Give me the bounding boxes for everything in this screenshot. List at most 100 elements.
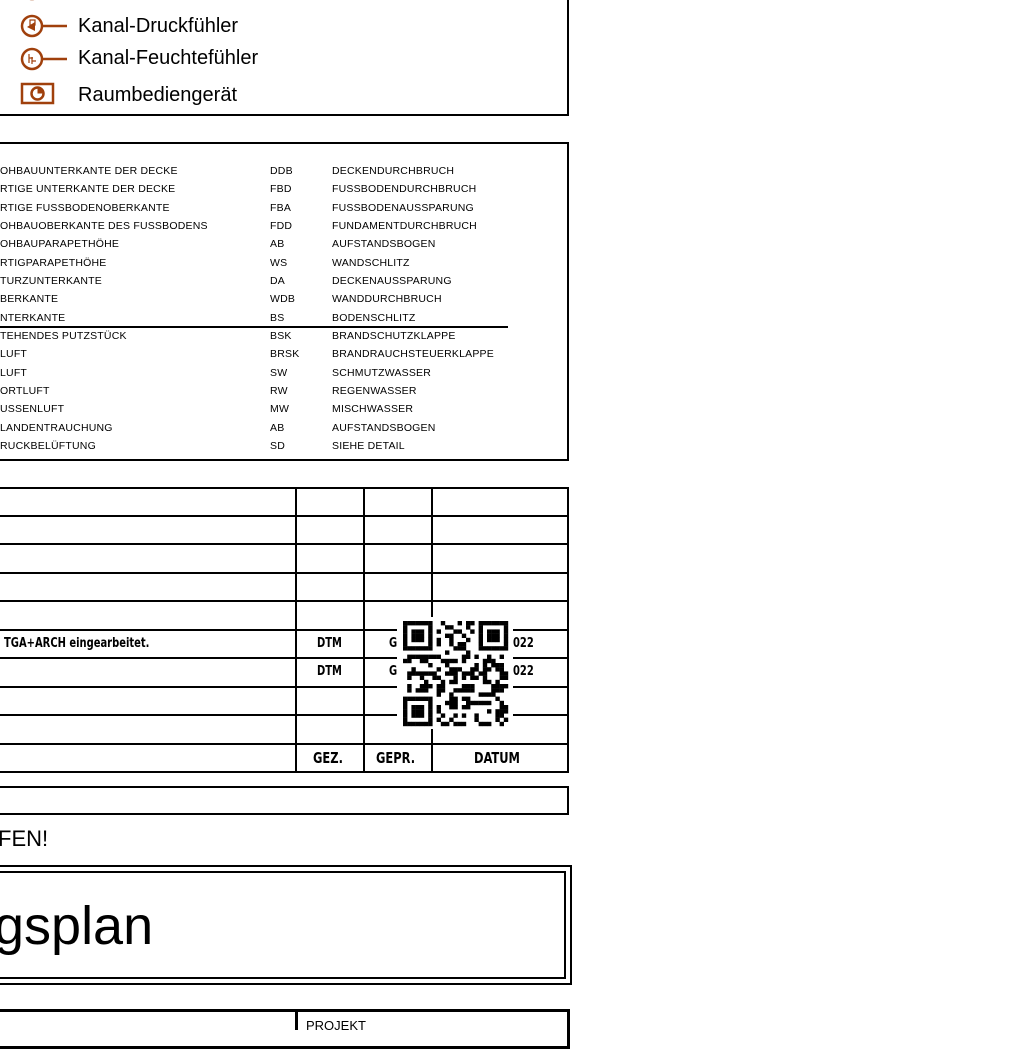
qr-module [470, 629, 475, 634]
qr-module [461, 633, 467, 638]
qr-module [461, 658, 467, 664]
qr-module [470, 621, 475, 626]
qr-module [428, 713, 433, 718]
qr-module [449, 637, 454, 643]
qr-module [474, 700, 479, 706]
abbreviation-code: FBA [270, 201, 292, 214]
qr-module [445, 633, 450, 638]
qr-module [445, 663, 450, 668]
qr-module [491, 658, 496, 664]
qr-module [482, 658, 488, 664]
qr-module [428, 671, 433, 676]
abbreviation-meaning: BRANDSCHUTZKLAPPE [332, 329, 456, 342]
qr-module [436, 675, 441, 680]
abbreviation-code: AB [270, 421, 285, 434]
qr-module [470, 675, 475, 680]
qr-module [474, 667, 479, 672]
qr-module [482, 679, 488, 685]
qr-module [415, 654, 420, 659]
qr-module [403, 621, 408, 626]
qr-module [474, 717, 479, 722]
qr-module [491, 633, 496, 638]
qr-module [403, 658, 408, 664]
qr-module [457, 646, 462, 651]
qr-module [470, 688, 475, 693]
header-date: DATUM [474, 749, 520, 767]
qr-module [457, 642, 462, 647]
qr-module [411, 621, 416, 626]
qr-module [491, 684, 496, 689]
qr-module [482, 667, 488, 672]
qr-module [474, 654, 479, 659]
qr-module [436, 705, 441, 710]
qr-module [428, 637, 433, 643]
qr-module [499, 709, 504, 714]
qr-module [403, 642, 408, 647]
qr-module [449, 658, 454, 664]
qr-module [478, 721, 483, 727]
qr-module [407, 721, 412, 727]
qr-module [419, 621, 425, 626]
abbreviation-term: TURZUNTERKANTE [0, 274, 102, 287]
qr-module [499, 621, 504, 626]
qr-module [482, 675, 488, 680]
qr-module [436, 684, 441, 689]
qr-module [478, 625, 483, 630]
qr-module [466, 688, 471, 693]
qr-module [495, 679, 500, 685]
qr-module [482, 671, 488, 676]
qr-module [461, 671, 467, 676]
abbreviations-box [0, 142, 569, 461]
qr-module [440, 688, 446, 693]
qr-module [415, 688, 420, 693]
qr-module [419, 633, 425, 638]
qr-module [461, 646, 467, 651]
qr-module [470, 684, 475, 689]
legend-label-duct-pressure: Kanal-Druckfühler [78, 15, 239, 37]
qr-module [478, 692, 483, 697]
qr-module [491, 621, 496, 626]
qr-module [407, 684, 412, 689]
qr-module [499, 663, 504, 668]
qr-module [491, 663, 496, 668]
qr-module [461, 721, 467, 727]
qr-module [478, 700, 483, 706]
qr-module [457, 667, 462, 672]
abbreviation-term: RTIGPARAPETHÖHE [0, 256, 107, 269]
qr-module [403, 717, 408, 722]
qr-module [411, 633, 416, 638]
qr-module [440, 684, 446, 689]
abbreviation-code: BRSK [270, 348, 300, 361]
qr-module [503, 629, 509, 634]
qr-module [428, 696, 433, 701]
qr-module [495, 646, 500, 651]
qr-module [499, 721, 504, 727]
abbreviation-term: OHBAUOBERKANTE DES FUSSBODENS [0, 219, 208, 232]
qr-module [495, 663, 500, 668]
qr-module [457, 621, 462, 626]
qr-module [436, 667, 441, 672]
table-row-line [0, 572, 568, 574]
qr-module [403, 637, 408, 643]
qr-module [428, 646, 433, 651]
qr-module [487, 700, 492, 706]
revision-date: 022 [513, 636, 534, 651]
qr-module [419, 684, 425, 689]
project-divider [295, 1010, 298, 1030]
qr-module [428, 633, 433, 638]
qr-module [495, 717, 500, 722]
qr-module [415, 713, 420, 718]
qr-module [453, 700, 458, 706]
qr-module [419, 675, 425, 680]
qr-module [478, 621, 483, 626]
qr-module [495, 696, 500, 701]
qr-module [449, 625, 454, 630]
qr-module [491, 629, 496, 634]
qr-module [403, 700, 408, 706]
qr-module [478, 642, 483, 647]
abbreviation-code: FBD [270, 183, 292, 196]
qr-module [499, 684, 504, 689]
qr-module [461, 654, 467, 659]
room-control-unit-icon [20, 82, 55, 105]
qr-module [428, 717, 433, 722]
